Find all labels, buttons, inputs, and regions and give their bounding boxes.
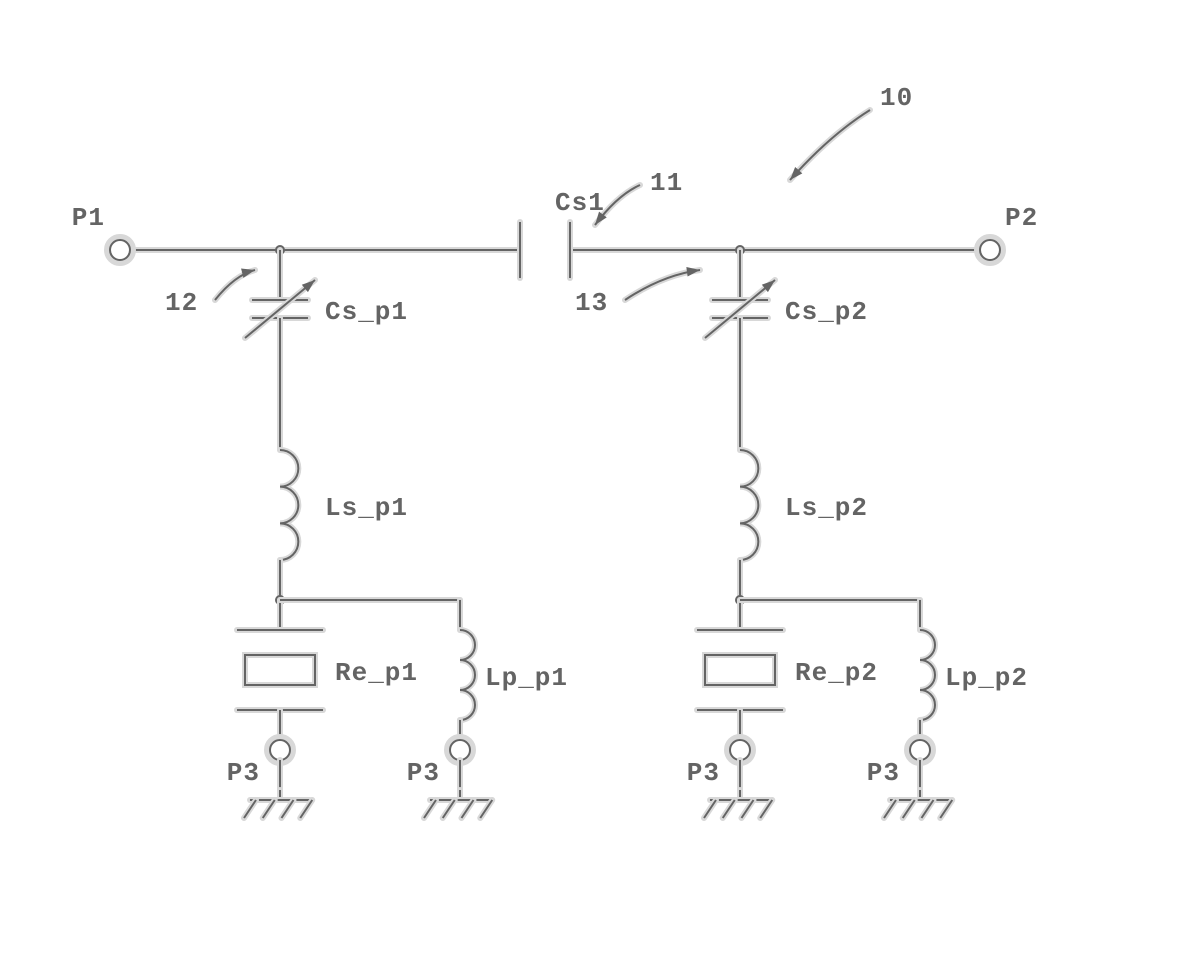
label-right_shunt_id: 13 — [575, 288, 608, 318]
label-Re_p2: Re_p2 — [795, 658, 878, 688]
label-Cs_p1: Cs_p1 — [325, 297, 408, 327]
label-P3: P3 — [867, 758, 900, 788]
label-Cs1: Cs1 — [555, 188, 605, 218]
label-Ls_p1: Ls_p1 — [325, 493, 408, 523]
label-circuit_id: 10 — [880, 83, 913, 113]
label-Cs_p2: Cs_p2 — [785, 297, 868, 327]
label-left_shunt_id: 12 — [165, 288, 198, 318]
label-Re_p1: Re_p1 — [335, 658, 418, 688]
label-Lp_p2: Lp_p2 — [945, 663, 1028, 693]
label-P3: P3 — [407, 758, 440, 788]
label-P3: P3 — [227, 758, 260, 788]
label-P3: P3 — [687, 758, 720, 788]
label-Lp_p1: Lp_p1 — [485, 663, 568, 693]
label-series_arm_id: 11 — [650, 168, 683, 198]
label-P2: P2 — [1005, 203, 1038, 233]
circuit-diagram: Cs_p1 Ls_p1 Re_p1 Lp_p1 P3 P3 Cs_p2 Ls_p2 Re_p2 L… — [0, 0, 1184, 964]
label-Ls_p2: Ls_p2 — [785, 493, 868, 523]
label-P1: P1 — [72, 203, 105, 233]
